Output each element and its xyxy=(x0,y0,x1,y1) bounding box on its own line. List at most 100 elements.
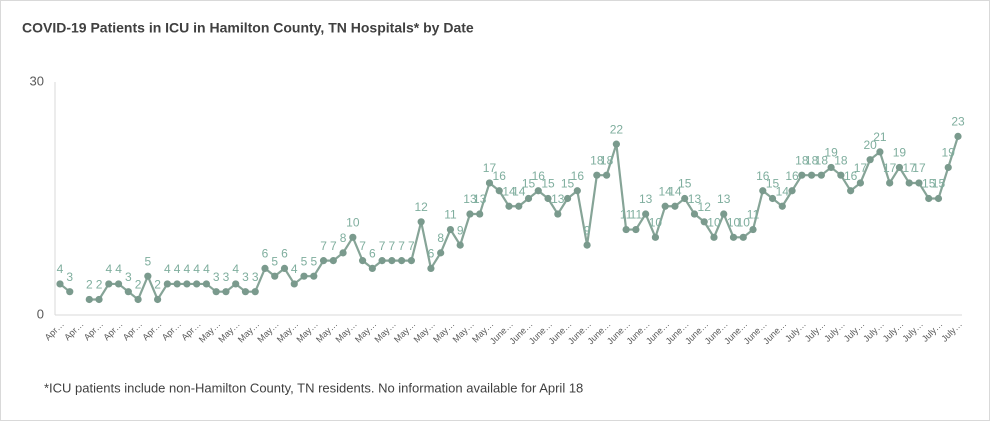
data-point xyxy=(319,257,328,265)
data-point xyxy=(222,288,230,296)
data-label: 13 xyxy=(688,192,702,206)
data-label: 11 xyxy=(620,208,633,222)
data-label: 9 xyxy=(457,223,464,237)
data-label: 5 xyxy=(301,254,308,268)
data-point xyxy=(144,272,152,280)
data-label: 4 xyxy=(203,262,210,276)
data-point xyxy=(105,280,113,288)
data-point xyxy=(768,194,777,203)
data-label: 7 xyxy=(330,239,337,253)
data-point xyxy=(651,233,660,241)
data-point xyxy=(505,202,513,210)
data-label: 13 xyxy=(551,192,565,206)
data-label: 5 xyxy=(271,254,278,268)
data-label: 19 xyxy=(893,146,907,160)
data-point xyxy=(739,233,747,241)
data-label: 10 xyxy=(346,216,360,230)
data-point xyxy=(671,202,679,210)
data-point xyxy=(300,272,308,280)
data-label: 7 xyxy=(320,239,327,253)
data-point xyxy=(417,218,425,226)
data-point xyxy=(485,179,494,187)
data-point xyxy=(690,210,699,218)
y-tick-label: 30 xyxy=(30,73,44,88)
data-point xyxy=(583,241,591,249)
data-label: 3 xyxy=(125,270,132,284)
data-point xyxy=(358,257,367,265)
data-label: 4 xyxy=(105,262,112,276)
data-point xyxy=(290,280,298,288)
data-label: 17 xyxy=(912,161,926,175)
data-label: 2 xyxy=(135,278,142,292)
data-point xyxy=(466,210,474,218)
data-label: 8 xyxy=(437,231,444,245)
data-label: 3 xyxy=(242,270,249,284)
data-label: 14 xyxy=(502,184,516,198)
data-label: 2 xyxy=(86,278,93,292)
data-point xyxy=(847,187,855,195)
data-point xyxy=(749,225,757,234)
data-label: 4 xyxy=(57,262,64,276)
data-point xyxy=(212,288,220,296)
data-point xyxy=(232,280,240,288)
data-label: 15 xyxy=(678,177,692,191)
data-point xyxy=(944,163,952,172)
data-label: 16 xyxy=(493,169,507,183)
data-label: 13 xyxy=(463,192,477,206)
data-point xyxy=(778,202,786,210)
data-label: 17 xyxy=(883,161,897,175)
data-label: 19 xyxy=(824,146,838,160)
data-point xyxy=(954,132,962,140)
data-label: 16 xyxy=(756,169,770,183)
data-point xyxy=(280,264,289,272)
data-label: 12 xyxy=(414,200,428,214)
data-label: 18 xyxy=(795,153,809,167)
data-point xyxy=(66,288,74,296)
data-point xyxy=(310,272,318,280)
data-label: 18 xyxy=(834,153,848,167)
data-point xyxy=(915,179,923,187)
data-point xyxy=(398,257,406,265)
data-label: 4 xyxy=(291,262,298,276)
data-point xyxy=(124,288,132,296)
data-point xyxy=(807,171,816,179)
data-point xyxy=(573,187,581,195)
data-label: 18 xyxy=(805,153,819,167)
data-label: 11 xyxy=(747,208,760,222)
data-label: 15 xyxy=(932,177,946,191)
data-point xyxy=(788,187,796,195)
data-point xyxy=(729,233,738,241)
data-label: 23 xyxy=(951,115,965,129)
chart-title: COVID-19 Patients in ICU in Hamilton Cou… xyxy=(22,20,474,36)
data-point xyxy=(603,171,611,179)
data-point xyxy=(261,264,269,272)
data-point xyxy=(710,233,718,241)
data-label: 4 xyxy=(193,262,200,276)
data-point xyxy=(895,163,904,172)
data-point xyxy=(544,194,552,203)
data-point xyxy=(563,194,572,203)
data-point xyxy=(349,233,357,241)
data-point xyxy=(817,171,825,179)
data-label: 15 xyxy=(561,177,575,191)
data-point xyxy=(378,257,386,265)
data-point xyxy=(798,171,806,179)
data-label: 7 xyxy=(379,239,386,253)
data-label: 18 xyxy=(600,153,614,167)
data-label: 6 xyxy=(369,247,376,261)
data-label: 13 xyxy=(473,192,487,206)
data-point xyxy=(95,295,103,304)
data-label: 16 xyxy=(571,169,585,183)
data-point xyxy=(476,210,484,218)
data-point xyxy=(642,210,650,218)
data-point xyxy=(856,179,864,187)
data-label: 18 xyxy=(815,153,829,167)
data-point xyxy=(495,187,503,195)
data-point xyxy=(593,171,601,179)
data-label: 13 xyxy=(639,192,653,206)
data-point xyxy=(446,225,455,234)
data-label: 16 xyxy=(532,169,546,183)
data-label: 14 xyxy=(776,184,790,198)
data-point xyxy=(632,225,640,234)
data-point xyxy=(85,295,93,304)
